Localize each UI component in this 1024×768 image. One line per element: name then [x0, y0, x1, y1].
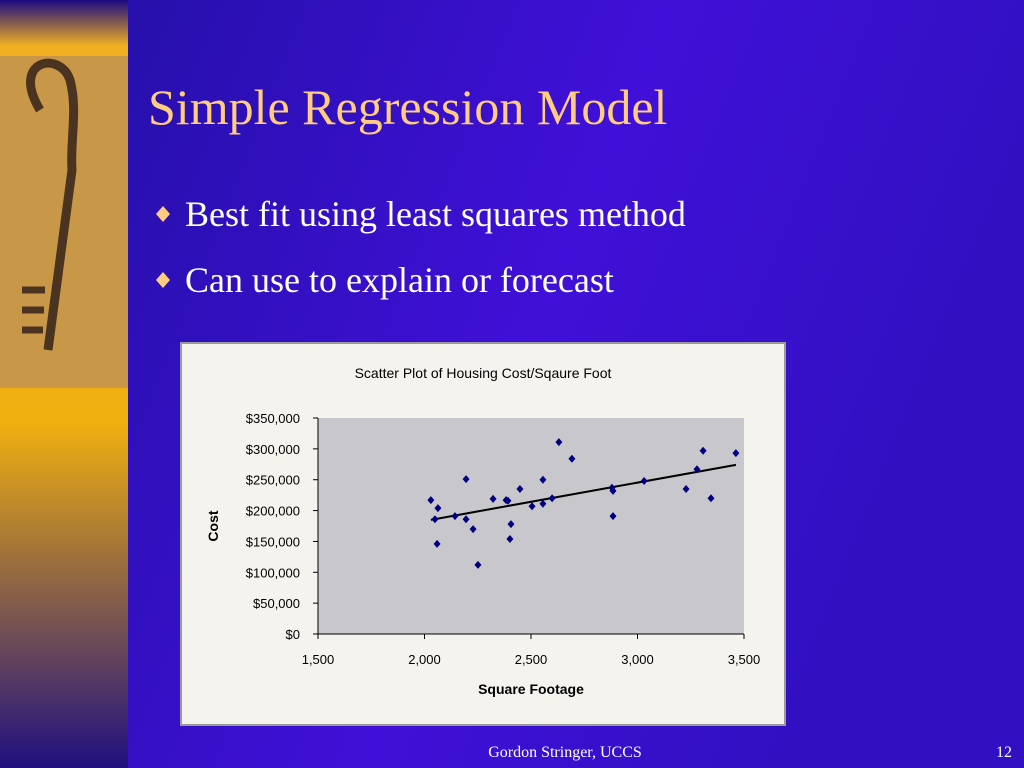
y-tick-label: $350,000 — [246, 411, 300, 426]
point — [609, 512, 617, 521]
point — [474, 560, 482, 569]
x-tick-label: 3,500 — [728, 652, 761, 667]
point — [732, 449, 740, 458]
y-tick-label: $300,000 — [246, 442, 300, 457]
point — [682, 484, 690, 493]
y-tick-label: $200,000 — [246, 504, 300, 519]
point — [555, 438, 563, 447]
point — [431, 515, 439, 524]
y-tick-label: $250,000 — [246, 473, 300, 488]
key-icon — [22, 58, 79, 351]
point — [548, 494, 556, 503]
point — [462, 475, 470, 484]
point — [504, 496, 512, 505]
y-tick-label: $100,000 — [246, 565, 300, 580]
point — [507, 520, 515, 529]
point — [434, 504, 442, 513]
point — [506, 534, 514, 543]
y-tick-label: $50,000 — [253, 596, 300, 611]
trendline — [430, 463, 737, 521]
chart-title: Scatter Plot of Housing Cost/Sqaure Foot — [355, 365, 612, 381]
point — [539, 499, 547, 508]
point — [462, 515, 470, 524]
x-axis-title: Square Footage — [478, 681, 584, 697]
point — [528, 502, 536, 511]
point — [451, 512, 459, 521]
point — [609, 486, 617, 495]
point — [489, 494, 497, 503]
plot-area — [318, 418, 744, 634]
point — [699, 446, 707, 455]
point — [516, 484, 524, 493]
footer: Gordon Stringer, UCCS — [488, 744, 642, 761]
slide-title: Simple Regression Model — [148, 79, 667, 135]
page-number: 12 — [996, 744, 1012, 761]
bullet-marker — [156, 206, 170, 222]
point — [433, 539, 441, 548]
x-tick-label: 1,500 — [302, 652, 335, 667]
point — [469, 525, 477, 534]
point — [693, 465, 701, 474]
point — [640, 476, 648, 485]
point — [539, 475, 547, 484]
x-tick-label: 3,000 — [621, 652, 654, 667]
x-tick-label: 2,000 — [408, 652, 441, 667]
bullet-marker — [156, 272, 170, 288]
point — [707, 494, 715, 503]
y-tick-label: $150,000 — [246, 534, 300, 549]
bullet: Can use to explain or forecast — [185, 260, 614, 300]
point — [568, 454, 576, 463]
bullet: Best fit using least squares method — [185, 194, 686, 234]
point — [427, 496, 435, 505]
y-tick-label: $0 — [286, 627, 300, 642]
y-axis-title: Cost — [205, 510, 221, 541]
x-tick-label: 2,500 — [515, 652, 548, 667]
